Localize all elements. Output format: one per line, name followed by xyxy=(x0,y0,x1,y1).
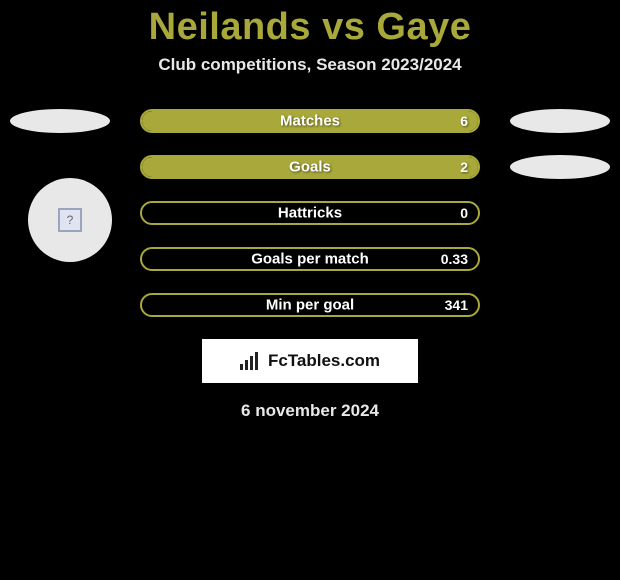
logo-text: FcTables.com xyxy=(268,351,380,371)
logo-bar xyxy=(245,360,248,370)
subtitle: Club competitions, Season 2023/2024 xyxy=(0,55,620,75)
stat-rows: Matches6Goals2Hattricks0Goals per match0… xyxy=(0,109,620,317)
stat-bar: Goals per match0.33 xyxy=(140,247,480,271)
stat-value: 2 xyxy=(460,159,468,175)
right-ellipse xyxy=(510,109,610,133)
left-ellipse xyxy=(10,109,110,133)
stat-label: Goals per match xyxy=(142,251,478,268)
chart-icon xyxy=(240,352,262,370)
stat-label: Hattricks xyxy=(142,205,478,222)
stat-bar: Matches6 xyxy=(140,109,480,133)
stat-label: Goals xyxy=(142,159,478,176)
stat-bar: Min per goal341 xyxy=(140,293,480,317)
logo-bar xyxy=(255,352,258,370)
stat-value: 341 xyxy=(445,297,468,313)
logo-bar xyxy=(240,364,243,370)
fctables-logo: FcTables.com xyxy=(202,339,418,383)
stat-label: Matches xyxy=(142,113,478,130)
stat-row: Min per goal341 xyxy=(0,293,620,317)
stat-row: Matches6 xyxy=(0,109,620,133)
stat-row: Goals2 xyxy=(0,155,620,179)
stat-value: 0.33 xyxy=(441,251,468,267)
stat-label: Min per goal xyxy=(142,297,478,314)
stat-value: 6 xyxy=(460,113,468,129)
stat-value: 0 xyxy=(460,205,468,221)
stat-bar: Hattricks0 xyxy=(140,201,480,225)
stat-row: Goals per match0.33 xyxy=(0,247,620,271)
logo-bar xyxy=(250,356,253,370)
page-title: Neilands vs Gaye xyxy=(0,0,620,49)
right-ellipse xyxy=(510,155,610,179)
stat-bar: Goals2 xyxy=(140,155,480,179)
footer-date: 6 november 2024 xyxy=(0,401,620,421)
stat-row: Hattricks0 xyxy=(0,201,620,225)
